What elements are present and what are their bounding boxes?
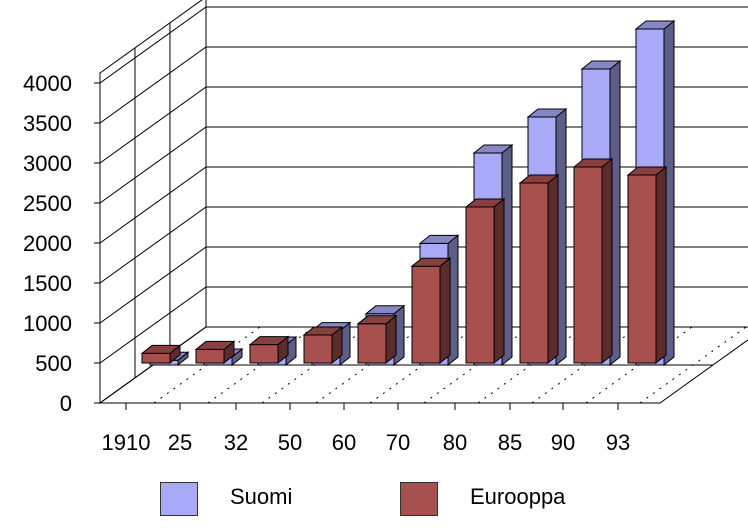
bar-eurooppa-85: [518, 173, 560, 365]
y-tick-label: 2500: [23, 191, 72, 216]
bar-eurooppa-60-front: [357, 323, 387, 364]
x-tick-label: 1910: [102, 430, 151, 455]
y-tick-label: 4000: [23, 71, 72, 96]
bar-eurooppa-32: [248, 335, 290, 365]
bar-eurooppa-50: [302, 325, 344, 365]
bar-suomi-80-top: [472, 144, 514, 154]
bar-suomi-93-top: [634, 20, 676, 30]
bar-eurooppa-32-front: [249, 344, 279, 364]
bar-suomi-60-top: [364, 305, 406, 315]
bar-chart-3d: 0 500 1000 1500 2000 2500 3000 3500 4000 1910 25 32…: [23, 0, 748, 455]
bar-eurooppa-80: [464, 197, 506, 365]
x-tick-label: 70: [386, 430, 410, 455]
bar-eurooppa-60-top: [356, 315, 398, 325]
bar-eurooppa-1910: [140, 344, 182, 365]
legend-swatch-suomi: [160, 482, 198, 516]
bar-eurooppa-85-front: [519, 182, 549, 364]
bar-eurooppa-90-front: [573, 166, 603, 364]
bar-eurooppa-80-top: [464, 198, 506, 208]
bar-eurooppa-93-front: [627, 174, 657, 364]
bar-eurooppa-90: [572, 157, 614, 365]
bar-eurooppa-50-top: [302, 326, 344, 336]
bar-suomi-90-top: [580, 60, 622, 70]
x-tick-label: 85: [498, 430, 522, 455]
bar-eurooppa-90-side: [601, 157, 613, 365]
y-tick-label: 0: [60, 391, 72, 416]
x-tick-label: 90: [551, 430, 575, 455]
bar-eurooppa-1910-front: [141, 352, 171, 364]
x-tick-label: 32: [224, 430, 248, 455]
bar-eurooppa-25-front: [195, 348, 225, 364]
x-tick-label: 93: [606, 430, 630, 455]
bar-eurooppa-85-top: [518, 174, 560, 184]
series-eurooppa-bars: [140, 157, 668, 365]
y-tick-label: 500: [35, 351, 72, 376]
legend-label-suomi: Suomi: [230, 484, 293, 509]
bar-eurooppa-70: [410, 257, 452, 365]
bar-eurooppa-85-side: [547, 173, 559, 365]
bar-eurooppa-70-top: [410, 257, 452, 267]
legend-swatch-eurooppa: [400, 482, 438, 516]
x-tick-label: 25: [168, 430, 192, 455]
x-tick-label: 50: [278, 430, 302, 455]
bar-eurooppa-25: [194, 340, 236, 365]
bar-eurooppa-60: [356, 314, 398, 365]
y-tick-label: 1000: [23, 311, 72, 336]
bar-suomi-85-top: [526, 108, 568, 118]
bar-eurooppa-70-front: [411, 265, 441, 364]
x-tick-label: 60: [332, 430, 356, 455]
y-tick-label: 3000: [23, 151, 72, 176]
bar-eurooppa-93: [626, 165, 668, 365]
bar-eurooppa-25-top: [194, 340, 236, 350]
axis-ticks: 0 500 1000 1500 2000 2500 3000 3500 4000 1910 25 32…: [23, 71, 630, 455]
legend: Suomi Eurooppa: [0, 472, 748, 528]
bar-eurooppa-80-front: [465, 206, 495, 364]
x-tick-label: 80: [443, 430, 467, 455]
y-tick-label: 2000: [23, 231, 72, 256]
bar-eurooppa-70-side: [439, 257, 451, 365]
y-tick-label: 3500: [23, 111, 72, 136]
bar-suomi-70-top: [418, 234, 460, 244]
y-tick-label: 1500: [23, 271, 72, 296]
bar-eurooppa-80-side: [493, 197, 505, 365]
bar-eurooppa-93-top: [626, 166, 668, 176]
bar-eurooppa-32-top: [248, 336, 290, 346]
bar-eurooppa-50-front: [303, 334, 333, 364]
bar-eurooppa-93-side: [655, 165, 667, 365]
legend-label-eurooppa: Eurooppa: [470, 484, 566, 509]
bar-eurooppa-1910-top: [140, 344, 182, 354]
bar-eurooppa-90-top: [572, 158, 614, 168]
